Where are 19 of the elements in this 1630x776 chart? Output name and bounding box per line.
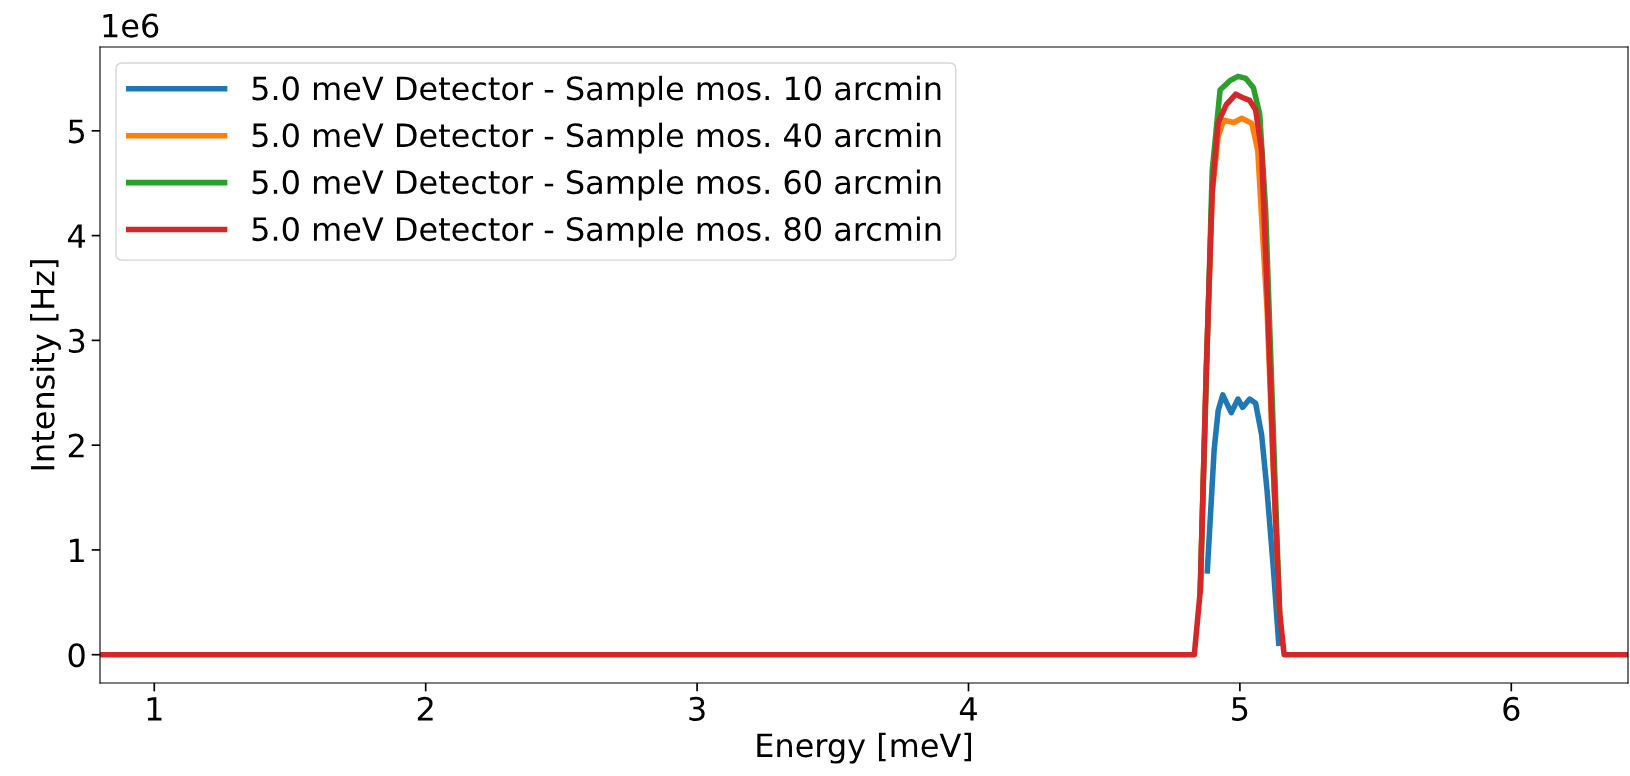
x-tick-label: 2 — [417, 696, 433, 721]
y-tick-label: 0 — [68, 643, 85, 668]
legend-label: 5.0 meV Detector - Sample mos. 60 arcmin — [252, 169, 941, 201]
text: 1e6 — [103, 13, 159, 38]
legend-label: 5.0 meV Detector - Sample mos. 40 arcmin — [252, 122, 941, 154]
x-axis-title: Energy [meV] — [757, 732, 972, 764]
y-axis-title: Intensity [Hz] — [30, 260, 61, 470]
x-tick-label: 1 — [147, 697, 162, 721]
y-tick-label: 4 — [68, 224, 86, 248]
legend-label: 5.0 meV Detector - Sample mos. 80 arcmin — [252, 216, 941, 248]
x-tick-label: 5 — [1232, 697, 1248, 721]
y-tick-label: 2 — [68, 433, 84, 458]
x-tick-label: 4 — [959, 697, 977, 721]
y-tick-label: 1 — [69, 538, 84, 563]
legend-label: 5.0 meV Detector - Sample mos. 10 arcmin — [252, 75, 941, 107]
y-tick-label: 3 — [68, 328, 85, 353]
x-tick-label: 3 — [689, 696, 705, 721]
y-tick-label: 5 — [68, 119, 85, 144]
x-tick-label: 6 — [1503, 696, 1520, 721]
